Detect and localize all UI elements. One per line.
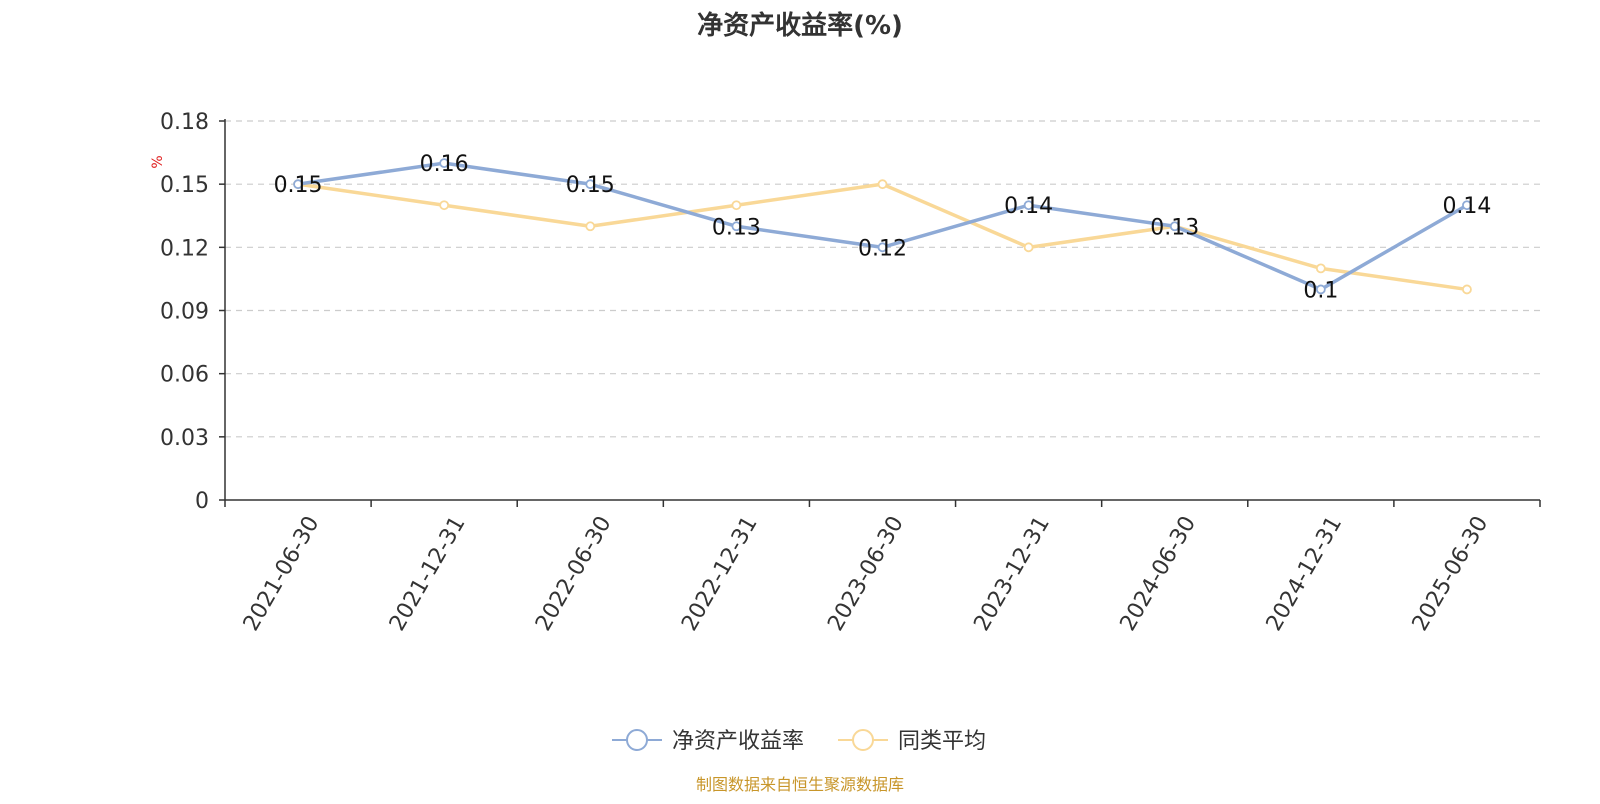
legend: 净资产收益率 同类平均 [612, 729, 986, 754]
data-label: 0.13 [1150, 215, 1199, 240]
legend-label[interactable]: 净资产收益率 [672, 729, 804, 754]
y-tick-label: 0.06 [160, 363, 209, 388]
x-tick-label: 2024-06-30 [1116, 512, 1202, 635]
data-point[interactable] [439, 158, 450, 169]
data-point[interactable] [439, 200, 450, 211]
data-point[interactable] [1315, 284, 1326, 295]
x-tick-label: 2021-06-30 [239, 512, 325, 635]
data-point[interactable] [877, 179, 888, 190]
y-tick-label: 0.15 [160, 173, 209, 198]
chart-title: 净资产收益率(%) [697, 10, 903, 41]
data-point[interactable] [1023, 200, 1034, 211]
x-tick-label: 2023-06-30 [823, 512, 909, 635]
y-tick-label: 0.03 [160, 426, 209, 451]
x-tick-label: 2025-06-30 [1408, 512, 1494, 635]
legend-label[interactable]: 同类平均 [898, 729, 986, 754]
data-point[interactable] [731, 200, 742, 211]
data-labels: 0.15 0.16 0.15 0.13 0.12 0.14 0.13 0.1 0.14 [274, 152, 1492, 303]
data-label: 0.14 [1442, 194, 1491, 219]
data-label: 0.15 [566, 173, 615, 198]
x-tick-label: 2021-12-31 [385, 512, 471, 635]
y-tick-label: 0.18 [160, 110, 209, 135]
data-label: 0.15 [274, 173, 323, 198]
y-tick-label: 0.12 [160, 236, 209, 261]
legend-marker[interactable] [626, 729, 648, 751]
data-point[interactable] [1315, 263, 1326, 274]
data-point[interactable] [585, 221, 596, 232]
x-tick-label: 2024-12-31 [1262, 512, 1348, 635]
data-point[interactable] [1023, 242, 1034, 253]
data-label: 0.12 [858, 236, 907, 261]
data-label: 0.14 [1004, 194, 1053, 219]
series-lines [293, 158, 1472, 295]
y-tick-label: 0.09 [160, 300, 209, 325]
data-label: 0.1 [1303, 278, 1338, 303]
data-label: 0.13 [712, 215, 761, 240]
x-tick-label: 2022-12-31 [677, 512, 763, 635]
data-point[interactable] [1169, 221, 1180, 232]
y-axis-label: % [150, 155, 166, 168]
data-point[interactable] [585, 179, 596, 190]
data-label: 0.16 [420, 152, 469, 177]
legend-marker[interactable] [852, 729, 874, 751]
data-point[interactable] [293, 179, 303, 190]
data-point[interactable] [1462, 284, 1472, 295]
data-point[interactable] [877, 242, 888, 253]
data-point[interactable] [1462, 200, 1472, 211]
y-tick-label: 0 [195, 489, 209, 514]
source-note: 制图数据来自恒生聚源数据库 [696, 775, 904, 794]
x-tick-label: 2023-12-31 [969, 512, 1055, 635]
data-point[interactable] [731, 221, 742, 232]
x-tick-label: 2022-06-30 [531, 512, 617, 635]
